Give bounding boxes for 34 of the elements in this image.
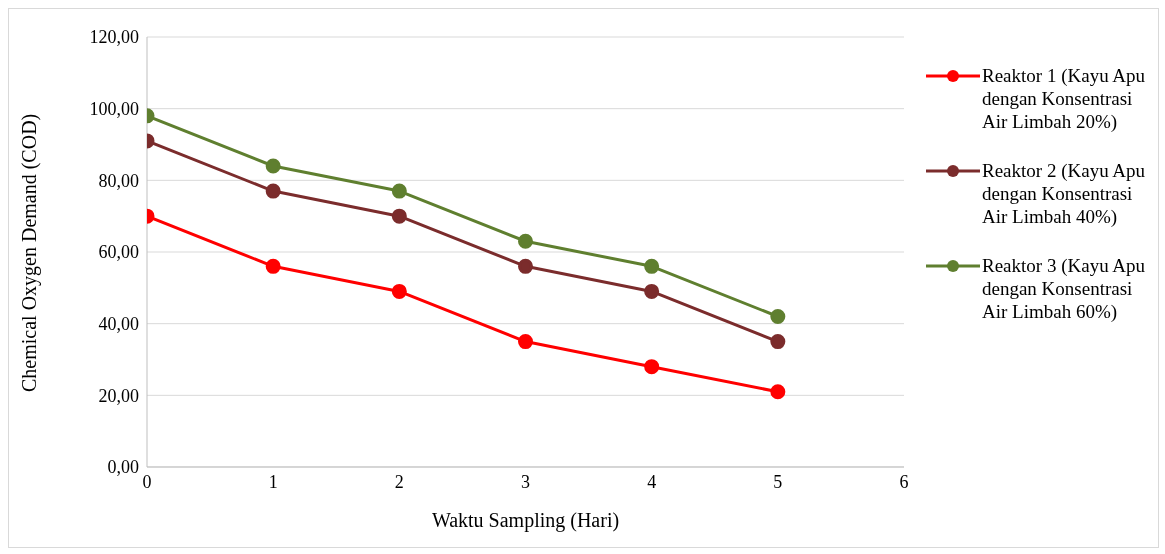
x-tick-label: 3 [521,471,530,492]
y-tick-label: 20,00 [98,385,139,406]
x-tick-label: 6 [899,471,909,492]
point [770,309,786,324]
point [644,359,660,375]
point [644,283,660,299]
point [770,334,786,350]
point [265,158,281,174]
point [391,208,407,224]
y-tick-label: 120,00 [89,27,139,48]
point [265,183,281,199]
y-tick-label: 100,00 [89,99,139,120]
y-tick-label: 40,00 [98,314,139,335]
x-tick-label: 2 [394,471,404,492]
x-tick-label: 4 [647,471,657,492]
point [518,334,533,350]
point [644,258,660,274]
point [770,384,786,400]
point [391,283,407,299]
y-tick-label: 80,00 [98,170,139,191]
y-tick-label: 60,00 [98,242,139,263]
point [518,258,533,274]
point [265,258,281,274]
y-axis-title: Chemical Oxygen Demand (COD) [18,113,42,392]
legend-label: Reaktor 1 (Kayu Apu dengan Konsentrasi Air Limbah 20%) [982,64,1147,133]
legend-label: Reaktor 2 (Kayu Apu dengan Konsentrasi Air Limbah 40%) [982,159,1147,228]
point [518,233,533,249]
x-tick-label: 1 [268,471,278,492]
x-tick-label: 0 [142,471,152,492]
legend-label: Reaktor 3 (Kayu Apu dengan Konsentrasi Air Limbah 60%) [982,254,1147,323]
x-axis-title: Waktu Sampling (Hari) [431,509,620,532]
x-tick-label: 5 [773,471,783,492]
y-tick-label: 0,00 [107,457,139,478]
point [391,183,407,199]
